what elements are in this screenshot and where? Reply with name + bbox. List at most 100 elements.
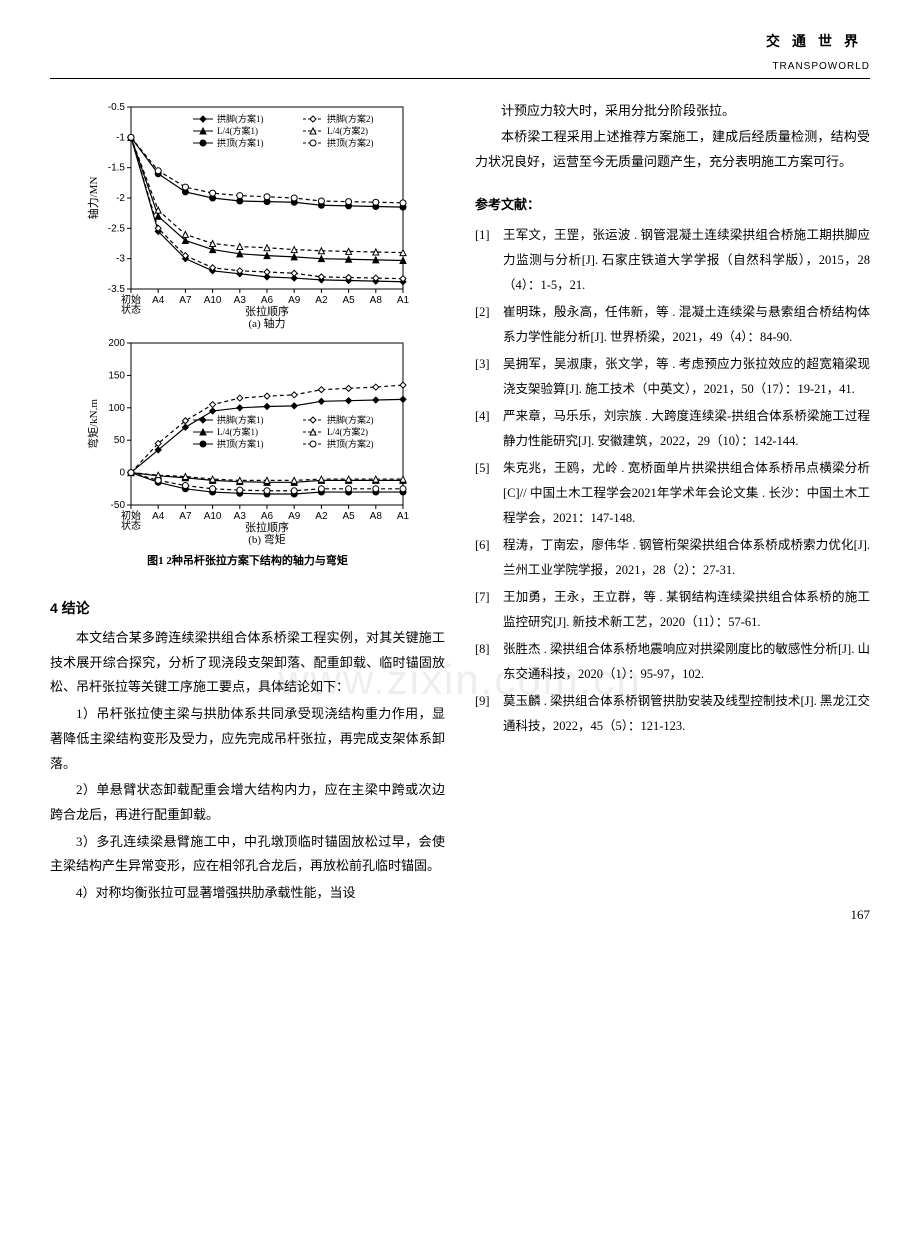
reference-number: [1] xyxy=(475,223,503,298)
reference-number: [2] xyxy=(475,300,503,350)
svg-text:-2.5: -2.5 xyxy=(107,223,125,234)
svg-text:状态: 状态 xyxy=(121,303,141,316)
svg-text:L/4(方案2): L/4(方案2) xyxy=(327,426,368,437)
reference-number: [9] xyxy=(475,689,503,739)
svg-text:100: 100 xyxy=(108,402,125,413)
reference-item: [4]严来章，马乐乐，刘宗族 . 大跨度连续梁-拱组合体系桥梁施工过程静力性能研… xyxy=(475,404,870,454)
svg-text:A10: A10 xyxy=(203,511,221,522)
svg-text:轴力/MN: 轴力/MN xyxy=(86,176,100,219)
svg-text:拱顶(方案2): 拱顶(方案2) xyxy=(327,438,374,449)
reference-number: [5] xyxy=(475,456,503,531)
svg-text:弯矩/kN.m: 弯矩/kN.m xyxy=(86,398,100,448)
svg-text:状态: 状态 xyxy=(121,519,141,532)
svg-text:-1: -1 xyxy=(116,132,125,143)
reference-number: [4] xyxy=(475,404,503,454)
reference-text: 吴拥军，吴淑康，张文学，等 . 考虑预应力张拉效应的超宽箱梁现浇支架验算[J].… xyxy=(503,352,870,402)
svg-text:150: 150 xyxy=(108,370,125,381)
svg-text:L/4(方案1): L/4(方案1) xyxy=(217,426,258,437)
reference-number: [7] xyxy=(475,585,503,635)
svg-text:拱脚(方案1): 拱脚(方案1) xyxy=(217,113,264,124)
svg-text:0: 0 xyxy=(119,467,125,478)
svg-text:(b) 弯矩: (b) 弯矩 xyxy=(248,532,286,545)
svg-text:A10: A10 xyxy=(203,295,221,306)
figure-1a: -3.5-3-2.5-2-1.5-1-0.5初始状态A4A7A10A3A6A9A… xyxy=(50,99,445,329)
reference-text: 王军文，王罡，张运波 . 钢管混凝土连续梁拱组合桥施工期拱脚应力监测与分析[J]… xyxy=(503,223,870,298)
paragraph: 3）多孔连续梁悬臂施工中，中孔墩顶临时锚固放松过早，会使主梁结构产生异常变形，应… xyxy=(50,830,445,879)
body-right-paragraphs: 计预应力较大时，采用分批分阶段张拉。本桥梁工程采用上述推荐方案施工，建成后经质量… xyxy=(475,99,870,175)
reference-text: 莫玉麟 . 梁拱组合体系桥钢管拱肋安装及线型控制技术[J]. 黑龙江交通科技，2… xyxy=(503,689,870,739)
svg-text:拱顶(方案1): 拱顶(方案1) xyxy=(217,438,264,449)
paragraph: 1）吊杆张拉使主梁与拱肋体系共同承受现浇结构重力作用，显著降低主梁结构变形及受力… xyxy=(50,702,445,776)
paragraph: 本桥梁工程采用上述推荐方案施工，建成后经质量检测，结构受力状况良好，运营至今无质… xyxy=(475,125,870,174)
reference-item: [3]吴拥军，吴淑康，张文学，等 . 考虑预应力张拉效应的超宽箱梁现浇支架验算[… xyxy=(475,352,870,402)
svg-text:-0.5: -0.5 xyxy=(107,102,125,113)
svg-text:A8: A8 xyxy=(369,295,382,306)
svg-text:-2: -2 xyxy=(116,193,125,204)
svg-text:A6: A6 xyxy=(260,511,273,522)
svg-text:A7: A7 xyxy=(179,511,192,522)
chart-b-svg: -50050100150200初始状态A4A7A10A3A6A9A2A5A8A1… xyxy=(83,335,413,545)
journal-name-en: TRANSPOWORLD xyxy=(50,57,870,76)
reference-item: [8]张胜杰 . 梁拱组合体系桥地震响应对拱梁刚度比的敏感性分析[J]. 山东交… xyxy=(475,637,870,687)
svg-text:拱脚(方案2): 拱脚(方案2) xyxy=(327,414,374,425)
body-left-paragraphs: 本文结合某多跨连续梁拱组合体系桥梁工程实例，对其关键施工技术展开综合探究，分析了… xyxy=(50,626,445,906)
svg-text:A1: A1 xyxy=(396,511,409,522)
svg-text:A4: A4 xyxy=(152,295,165,306)
figure-caption: 图1 2种吊杆张拉方案下结构的轴力与弯矩 xyxy=(50,551,445,572)
reference-number: [6] xyxy=(475,533,503,583)
paragraph: 4）对称均衡张拉可显著增强拱肋承载性能，当设 xyxy=(50,881,445,906)
page-header: 交通世界 TRANSPOWORLD xyxy=(50,30,870,79)
svg-text:-3.5: -3.5 xyxy=(107,284,125,295)
reference-text: 王加勇，王永，王立群，等 . 某钢结构连续梁拱组合体系桥的施工监控研究[J]. … xyxy=(503,585,870,635)
reference-text: 张胜杰 . 梁拱组合体系桥地震响应对拱梁刚度比的敏感性分析[J]. 山东交通科技… xyxy=(503,637,870,687)
svg-text:(a) 轴力: (a) 轴力 xyxy=(248,316,285,329)
paragraph: 计预应力较大时，采用分批分阶段张拉。 xyxy=(475,99,870,124)
svg-text:张拉顺序: 张拉顺序 xyxy=(245,304,289,318)
svg-text:A7: A7 xyxy=(179,295,192,306)
section-4-title: 4 结论 xyxy=(50,595,445,622)
svg-text:-50: -50 xyxy=(110,500,125,511)
svg-text:拱脚(方案2): 拱脚(方案2) xyxy=(327,113,374,124)
reference-text: 程涛，丁南宏，廖伟华 . 钢管桁架梁拱组合体系桥成桥索力优化[J]. 兰州工业学… xyxy=(503,533,870,583)
svg-text:A3: A3 xyxy=(233,295,246,306)
two-column-layout: -3.5-3-2.5-2-1.5-1-0.5初始状态A4A7A10A3A6A9A… xyxy=(50,99,870,908)
reference-item: [6]程涛，丁南宏，廖伟华 . 钢管桁架梁拱组合体系桥成桥索力优化[J]. 兰州… xyxy=(475,533,870,583)
paragraph: 2）单悬臂状态卸载配重会增大结构内力，应在主梁中跨或次边跨合龙后，再进行配重卸载… xyxy=(50,778,445,827)
svg-text:A9: A9 xyxy=(288,511,301,522)
svg-text:A5: A5 xyxy=(342,511,355,522)
right-column: 计预应力较大时，采用分批分阶段张拉。本桥梁工程采用上述推荐方案施工，建成后经质量… xyxy=(475,99,870,908)
svg-text:拱顶(方案2): 拱顶(方案2) xyxy=(327,137,374,148)
svg-text:A3: A3 xyxy=(233,511,246,522)
left-column: -3.5-3-2.5-2-1.5-1-0.5初始状态A4A7A10A3A6A9A… xyxy=(50,99,445,908)
journal-name-cn: 交通世界 xyxy=(50,30,870,57)
svg-text:200: 200 xyxy=(108,338,125,349)
reference-text: 朱克兆，王鸥，尤岭 . 宽桥面单片拱梁拱组合体系桥吊点横梁分析[C]// 中国土… xyxy=(503,456,870,531)
svg-text:-3: -3 xyxy=(116,253,125,264)
svg-text:50: 50 xyxy=(113,435,125,446)
reference-item: [1]王军文，王罡，张运波 . 钢管混凝土连续梁拱组合桥施工期拱脚应力监测与分析… xyxy=(475,223,870,298)
svg-text:A2: A2 xyxy=(315,511,328,522)
reference-item: [5]朱克兆，王鸥，尤岭 . 宽桥面单片拱梁拱组合体系桥吊点横梁分析[C]// … xyxy=(475,456,870,531)
svg-text:A9: A9 xyxy=(288,295,301,306)
svg-text:L/4(方案2): L/4(方案2) xyxy=(327,125,368,136)
reference-number: [8] xyxy=(475,637,503,687)
reference-text: 严来章，马乐乐，刘宗族 . 大跨度连续梁-拱组合体系桥梁施工过程静力性能研究[J… xyxy=(503,404,870,454)
svg-text:张拉顺序: 张拉顺序 xyxy=(245,520,289,534)
reference-list: [1]王军文，王罡，张运波 . 钢管混凝土连续梁拱组合桥施工期拱脚应力监测与分析… xyxy=(475,223,870,739)
reference-text: 崔明珠，殷永高，任伟新，等 . 混凝土连续梁与悬索组合桥结构体系力学性能分析[J… xyxy=(503,300,870,350)
reference-item: [7]王加勇，王永，王立群，等 . 某钢结构连续梁拱组合体系桥的施工监控研究[J… xyxy=(475,585,870,635)
svg-text:A2: A2 xyxy=(315,295,328,306)
figure-1b: -50050100150200初始状态A4A7A10A3A6A9A2A5A8A1… xyxy=(50,335,445,545)
svg-text:A8: A8 xyxy=(369,511,382,522)
svg-text:A5: A5 xyxy=(342,295,355,306)
reference-item: [2]崔明珠，殷永高，任伟新，等 . 混凝土连续梁与悬索组合桥结构体系力学性能分… xyxy=(475,300,870,350)
svg-text:拱脚(方案1): 拱脚(方案1) xyxy=(217,414,264,425)
svg-text:A6: A6 xyxy=(260,295,273,306)
svg-text:A4: A4 xyxy=(152,511,165,522)
svg-text:拱顶(方案1): 拱顶(方案1) xyxy=(217,137,264,148)
reference-item: [9]莫玉麟 . 梁拱组合体系桥钢管拱肋安装及线型控制技术[J]. 黑龙江交通科… xyxy=(475,689,870,739)
svg-text:-1.5: -1.5 xyxy=(107,162,125,173)
reference-number: [3] xyxy=(475,352,503,402)
svg-text:A1: A1 xyxy=(396,295,409,306)
references-title: 参考文献： xyxy=(475,193,870,218)
